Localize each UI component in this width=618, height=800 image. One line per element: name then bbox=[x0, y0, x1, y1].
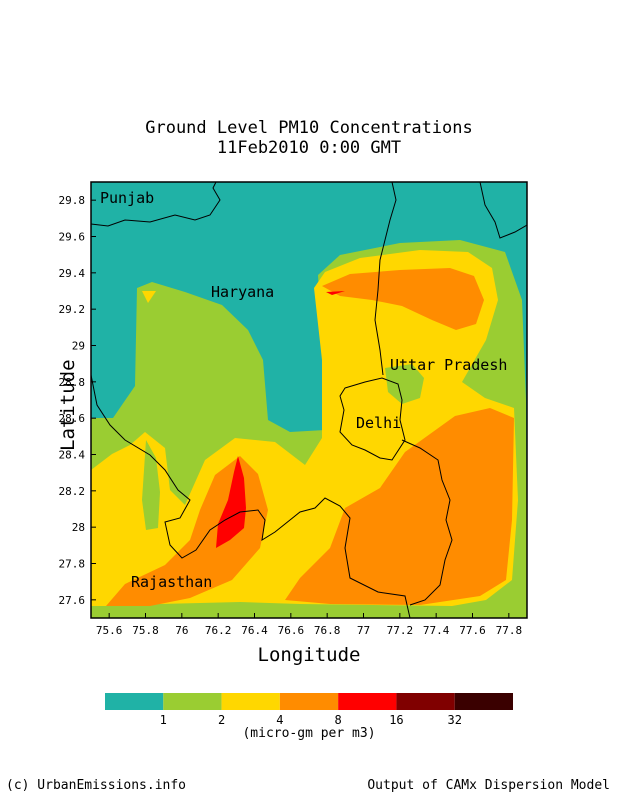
concentration-field bbox=[91, 182, 527, 618]
x-tick-label: 76.2 bbox=[205, 624, 232, 637]
legend-swatch bbox=[279, 693, 339, 710]
chart-subtitle: 11Feb2010 0:00 GMT bbox=[216, 138, 402, 158]
legend-swatch bbox=[338, 693, 397, 710]
y-tick-label: 28.2 bbox=[59, 485, 86, 498]
legend-colorbar: 1 2 4 8 16 32 bbox=[105, 693, 513, 727]
level-red-west bbox=[216, 456, 246, 548]
x-axis-label: Longitude bbox=[257, 644, 361, 666]
legend-swatch bbox=[454, 693, 513, 710]
y-tick-label: 29 bbox=[72, 340, 85, 353]
legend-swatch bbox=[221, 693, 280, 710]
boundary-haryana-rajasthan bbox=[91, 374, 411, 618]
legend-label: 4 bbox=[276, 713, 283, 727]
state-boundaries bbox=[91, 182, 527, 618]
level-orange-north bbox=[322, 268, 484, 330]
chart-title: Ground Level PM10 Concentrations bbox=[145, 118, 473, 138]
legend-label: 16 bbox=[389, 713, 403, 727]
boundary-punjab-haryana bbox=[91, 182, 221, 227]
plot-frame bbox=[90, 181, 528, 619]
x-tick-label: 77.4 bbox=[423, 624, 450, 637]
axis-ticks: 75.6 75.8 76 76.2 76.4 76.6 76.8 77 77.2 77.4 77.6… bbox=[59, 194, 523, 637]
y-tick-label: 28.6 bbox=[59, 412, 86, 425]
footer-source: Output of CAMx Dispersion Model bbox=[367, 778, 610, 793]
boundary-up-rajasthan bbox=[401, 439, 453, 606]
level-yellow-notch bbox=[142, 291, 156, 303]
x-tick-label: 76.4 bbox=[241, 624, 268, 637]
legend-swatch bbox=[163, 693, 222, 710]
boundary-haryana-up bbox=[374, 182, 397, 376]
level-red-north bbox=[326, 291, 345, 295]
region-label-punjab: Punjab bbox=[100, 189, 154, 207]
x-tick-label: 75.8 bbox=[132, 624, 159, 637]
x-tick-label: 77.2 bbox=[387, 624, 414, 637]
y-tick-label: 28 bbox=[72, 521, 85, 534]
y-tick-label: 29.2 bbox=[59, 303, 86, 316]
x-tick-label: 76.8 bbox=[314, 624, 341, 637]
region-label-uttar-pradesh: Uttar Pradesh bbox=[390, 356, 507, 374]
x-tick-label: 77.8 bbox=[496, 624, 523, 637]
y-tick-label: 29.8 bbox=[59, 194, 86, 207]
region-label-delhi: Delhi bbox=[356, 414, 401, 432]
boundary-ne-corner bbox=[479, 182, 527, 239]
legend-label: 8 bbox=[335, 713, 342, 727]
y-tick-label: 28.8 bbox=[59, 376, 86, 389]
level-green-pocket bbox=[142, 440, 160, 530]
x-tick-label: 75.6 bbox=[96, 624, 123, 637]
boundary-delhi bbox=[339, 377, 406, 461]
level-green-up bbox=[385, 364, 424, 404]
level-orange-south bbox=[285, 408, 514, 605]
legend-swatch bbox=[105, 693, 164, 710]
region-labels: Punjab Haryana Uttar Pradesh Delhi Rajas… bbox=[100, 189, 507, 591]
y-tick-label: 27.6 bbox=[59, 594, 86, 607]
y-tick-label: 28.4 bbox=[59, 449, 86, 462]
region-label-rajasthan: Rajasthan bbox=[131, 573, 212, 591]
y-tick-label: 27.8 bbox=[59, 558, 86, 571]
y-tick-label: 29.4 bbox=[59, 267, 86, 280]
x-tick-label: 76.6 bbox=[278, 624, 305, 637]
region-label-haryana: Haryana bbox=[211, 283, 274, 301]
legend-label: 32 bbox=[447, 713, 461, 727]
y-tick-label: 29.6 bbox=[59, 231, 86, 244]
footer-credit: (c) UrbanEmissions.info bbox=[6, 778, 187, 793]
legend-label: 2 bbox=[218, 713, 225, 727]
x-tick-label: 77 bbox=[357, 624, 370, 637]
x-tick-label: 77.6 bbox=[459, 624, 486, 637]
y-axis-label: Latitude bbox=[57, 359, 79, 451]
level-orange-west bbox=[106, 456, 268, 606]
legend-swatch bbox=[396, 693, 455, 710]
legend-unit: (micro-gm per m3) bbox=[242, 726, 376, 741]
legend-label: 1 bbox=[160, 713, 167, 727]
x-tick-label: 76 bbox=[175, 624, 188, 637]
